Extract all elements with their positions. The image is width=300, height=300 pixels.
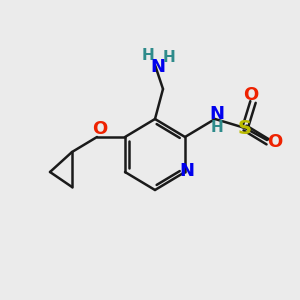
Text: H: H	[163, 50, 176, 64]
Text: O: O	[92, 120, 108, 138]
Text: H: H	[142, 47, 154, 62]
Text: N: N	[151, 58, 166, 76]
Text: O: O	[243, 86, 259, 104]
Text: H: H	[211, 119, 224, 134]
Text: N: N	[179, 162, 194, 180]
Text: S: S	[238, 118, 252, 137]
Text: N: N	[209, 105, 224, 123]
Text: O: O	[267, 133, 283, 151]
